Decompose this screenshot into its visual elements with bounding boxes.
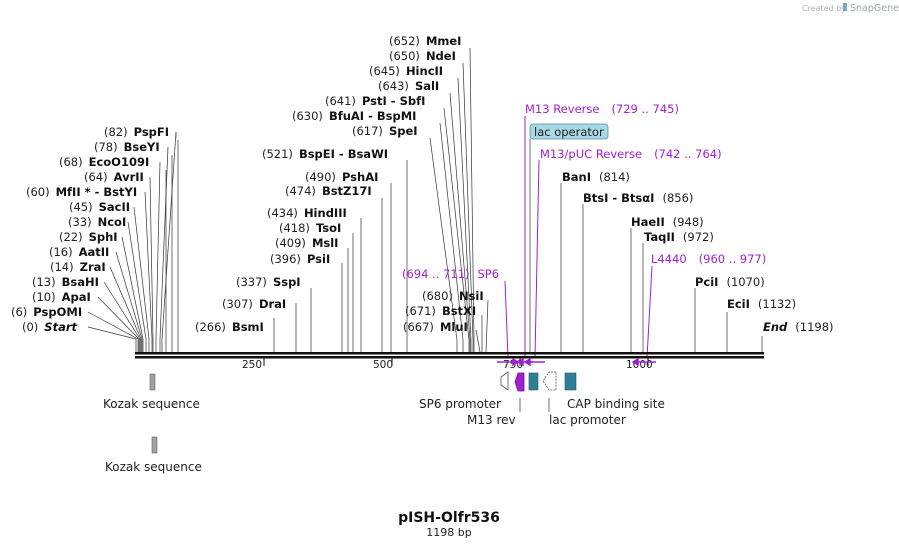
m13-rev-label: M13 rev [467, 413, 516, 427]
enzyme-mfli-bstyi: (60) MfII * - BstYI [26, 185, 137, 199]
enzyme-labels-left: (0) Start (6) PspOMI (10) ApaI (13) BsaHI (1… [11, 125, 169, 334]
m13-puc-reverse-line [534, 159, 540, 359]
enzyme-bsahi: (13) BsaHI [32, 275, 99, 289]
tick-1000: 1000 [626, 359, 653, 371]
enzyme-mmei: (652) MmeI [389, 34, 461, 48]
enzyme-bstz17i: (474) BstZ17I [285, 184, 372, 198]
enzyme-pshai: (490) PshAI [305, 170, 378, 184]
map-length: 1198 bp [426, 526, 471, 539]
enzyme-labels-right: BanI (814) BtsI - BtsαI (856) HaeII (948) T… [562, 170, 834, 334]
enzyme-sali: (643) SalI [378, 79, 439, 93]
feature-labels: Kozak sequence Kozak sequence SP6 promot… [103, 397, 665, 474]
enzyme-haeii: HaeII (948) [631, 215, 704, 229]
enzyme-apai: (10) ApaI [32, 290, 91, 304]
enzyme-btsi-btsai: BtsI - BtsαI (856) [583, 191, 693, 205]
enzyme-start: (0) Start [22, 320, 78, 334]
tick-250: 250 [242, 359, 262, 371]
enzyme-tsoi: (418) TsoI [279, 221, 341, 235]
enzyme-bstxi: (671) BstXI [405, 304, 476, 318]
enzyme-sacii: (45) SacII [69, 200, 130, 214]
lac-promoter-label: lac promoter [549, 413, 626, 427]
primer-arrows [497, 357, 656, 367]
tick-500: 500 [373, 359, 393, 371]
enzyme-bspei-bsawi: (521) BspEI - BsaWI [262, 147, 388, 161]
cap-binding-site-feature [564, 372, 577, 391]
enzyme-bseyi: (78) BseYI [94, 140, 160, 154]
enzyme-msli: (409) MslI [275, 236, 338, 250]
lac-operator-feature [528, 372, 539, 391]
enzyme-drai: (307) DraI [222, 297, 286, 311]
created-by-label: Created by [802, 4, 846, 13]
snapgene-brand: SnapGene [850, 3, 899, 14]
enzyme-aatii: (16) AatII [49, 245, 109, 259]
kozak-label-1: Kozak sequence [103, 397, 200, 411]
lac-operator-badge: lac operator [529, 123, 609, 140]
enzyme-end: End (1198) [763, 320, 834, 334]
enzyme-avrii: (64) AvrII [84, 170, 144, 184]
enzyme-bsmi: (266) BsmI [195, 320, 264, 334]
enzyme-ncoi: (33) NcoI [68, 215, 126, 229]
enzyme-hindiii: (434) HindIII [267, 206, 347, 220]
kozak-label-2: Kozak sequence [105, 460, 202, 474]
primer-l4440: L4440 (960 .. 977) [651, 252, 766, 266]
map-title: pISH-Olfr536 [398, 510, 500, 526]
enzyme-bfuai-bspmi: (630) BfuAI - BspMI [292, 109, 416, 123]
enzyme-hincii: (645) HincII [369, 64, 443, 78]
snapgene-logo-icon [843, 3, 847, 11]
sp6-primer-line [504, 280, 509, 359]
enzyme-psii: (396) PsiI [270, 252, 330, 266]
enzyme-pspomi: (6) PspOMI [11, 305, 82, 319]
kozak-feature-2 [151, 436, 158, 454]
lac-promoter-arrow-icon [542, 371, 557, 391]
l4440-line [646, 265, 653, 359]
enzyme-taqii: TaqII (972) [644, 230, 714, 244]
primer-m13-puc-reverse: M13/pUC Reverse (742 .. 764) [540, 147, 722, 161]
primer-labels: M13 Reverse (729 .. 745) M13/pUC Reverse(… [402, 102, 766, 281]
scale-ticks [263, 358, 649, 366]
primer-sp6: (694 .. 711) SP6 [402, 267, 499, 281]
enzyme-ecii: EciI (1132) [727, 297, 796, 311]
enzyme-spei: (617) SpeI [352, 124, 418, 138]
sp6-promoter-arrow-icon [500, 371, 509, 391]
enzyme-zrai: (14) ZraI [50, 260, 106, 274]
m13-rev-arrow-icon [514, 372, 525, 392]
enzyme-ndei: (650) NdeI [389, 49, 456, 63]
enzyme-psti-sbfi: (641) PstI - SbfI [325, 94, 425, 108]
enzyme-nsii: (680) NsiI [422, 289, 484, 303]
primer-m13-reverse: M13 Reverse (729 .. 745) [525, 102, 679, 116]
enzyme-pspfi: (82) PspFI [104, 125, 169, 139]
primer-lines [504, 116, 653, 359]
features [149, 371, 577, 454]
enzyme-pcii: PciI (1070) [695, 275, 765, 289]
kozak-feature-1 [149, 373, 156, 391]
backbone [135, 352, 764, 359]
enzyme-bani: BanI (814) [562, 170, 630, 184]
enzyme-sspi: (337) SspI [236, 275, 301, 289]
enzyme-ecoo109i: (68) EcoO109I [59, 155, 149, 169]
enzyme-labels-middle: (266) BsmI (307) DraI (337) SspI (396) PsiI … [195, 34, 484, 334]
lac-operator-label: lac operator [534, 125, 604, 139]
cap-binding-site-label: CAP binding site [567, 397, 665, 411]
enzyme-mlui: (667) MluI [403, 320, 468, 334]
enzyme-leader-lines [87, 47, 763, 353]
sp6-promoter-label: SP6 promoter [419, 397, 501, 411]
enzyme-sphi: (22) SphI [59, 230, 118, 244]
